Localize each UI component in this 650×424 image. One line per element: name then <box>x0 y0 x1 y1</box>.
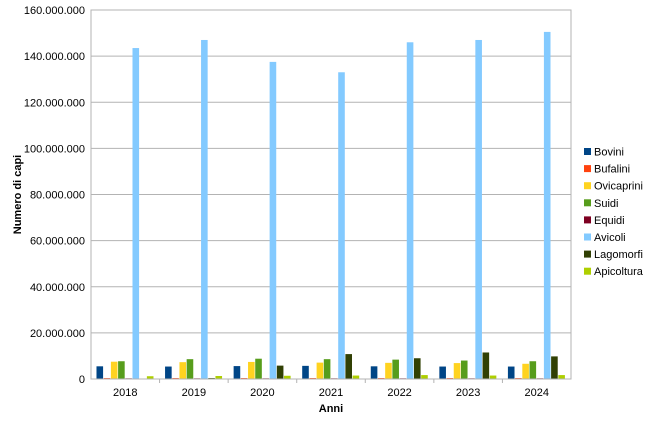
bar-lagomorfi-2024 <box>551 356 558 379</box>
bar-apicoltura-2022 <box>421 375 428 379</box>
legend-swatch-bovini <box>584 148 591 155</box>
bar-bovini-2020 <box>233 366 241 379</box>
bar-suidi-2024 <box>529 361 537 379</box>
bar-apicoltura-2021 <box>352 375 360 379</box>
bar-bovini-2018 <box>96 366 104 379</box>
bar-avicoli-2019 <box>201 39 208 379</box>
legend-label-suidi: Suidi <box>594 198 618 210</box>
bar-suidi-2020 <box>255 358 262 379</box>
bar-avicoli-2018 <box>132 48 140 379</box>
legend-label-bufalini: Bufalini <box>594 164 630 176</box>
bar-apicoltura-2019 <box>215 376 223 379</box>
y-tick-labels: 0 20.000.000 40.000.000 60.000.000 80.000.00… <box>24 5 85 386</box>
y-tick-label: 60.000.000 <box>30 236 85 248</box>
x-tick-label: 2022 <box>387 387 411 399</box>
legend-swatch-avicoli <box>584 233 591 241</box>
bar-suidi-2022 <box>392 359 399 379</box>
y-tick-label: 100.000.000 <box>24 143 85 155</box>
bar-suidi-2023 <box>460 360 468 379</box>
bar-suidi-2021 <box>323 359 331 379</box>
bar-bovini-2021 <box>302 365 309 379</box>
bar-lagomorfi-2022 <box>413 358 421 379</box>
y-tick-label: 40.000.000 <box>30 282 85 294</box>
bar-ovicaprini-2020 <box>248 361 255 379</box>
x-tick-labels: 2018 2019 2020 2021 2022 2023 2024 <box>113 379 549 399</box>
bar-apicoltura-2023 <box>489 375 497 379</box>
bar-bovini-2023 <box>439 366 446 379</box>
bar-avicoli-2024 <box>543 31 551 380</box>
x-tick-label: 2019 <box>182 387 206 399</box>
bars <box>96 31 565 380</box>
legend-swatch-lagomorfi <box>584 250 591 258</box>
legend: Bovini Bufalini Ovicaprini Suidi Equidi Avico… <box>584 147 644 278</box>
y-tick-label: 20.000.000 <box>30 328 85 340</box>
bar-lagomorfi-2021 <box>345 354 352 379</box>
bar-avicoli-2021 <box>338 72 345 380</box>
bar-bovini-2022 <box>370 366 378 379</box>
bar-avicoli-2023 <box>475 39 482 379</box>
bar-suidi-2018 <box>118 361 125 379</box>
legend-swatch-equidi <box>584 216 591 224</box>
bar-ovicaprini-2023 <box>453 363 461 379</box>
legend-swatch-bufalini <box>584 165 591 173</box>
bar-lagomorfi-2020 <box>276 365 284 379</box>
legend-label-equidi: Equidi <box>594 215 625 227</box>
x-tick-label: 2018 <box>113 387 137 399</box>
bar-ovicaprini-2024 <box>522 363 529 379</box>
legend-swatch-apicoltura <box>584 267 591 275</box>
x-tick-label: 2023 <box>456 387 480 399</box>
legend-swatch-suidi <box>584 199 591 207</box>
x-tick-label: 2021 <box>319 387 343 399</box>
legend-label-avicoli: Avicoli <box>594 232 626 244</box>
legend-swatch-ovicaprini <box>584 182 591 190</box>
legend-label-lagomorfi: Lagomorfi <box>594 249 643 261</box>
x-tick-label: 2020 <box>250 387 274 399</box>
y-tick-label: 120.000.000 <box>24 97 85 109</box>
bar-suidi-2019 <box>186 359 194 379</box>
bar-bovini-2019 <box>165 366 172 379</box>
bar-ovicaprini-2019 <box>179 362 187 379</box>
x-tick-label: 2024 <box>524 387 548 399</box>
bar-apicoltura-2018 <box>146 376 154 379</box>
bar-bovini-2024 <box>507 366 515 379</box>
bar-avicoli-2022 <box>406 42 414 379</box>
legend-label-apicoltura: Apicoltura <box>594 266 644 278</box>
y-tick-label: 140.000.000 <box>24 51 85 63</box>
y-axis-title: Numero di capi <box>12 155 24 234</box>
plot-frame <box>90 9 572 380</box>
bar-apicoltura-2024 <box>558 375 565 379</box>
y-tick-label: 0 <box>79 374 85 386</box>
y-tick-label: 80.000.000 <box>30 190 85 202</box>
legend-label-ovicaprini: Ovicaprini <box>594 181 643 193</box>
axes <box>90 9 572 380</box>
bar-lagomorfi-2023 <box>482 352 490 379</box>
gridlines <box>91 9 571 380</box>
y-tick-label: 160.000.000 <box>24 5 85 17</box>
legend-label-bovini: Bovini <box>594 147 624 159</box>
bar-ovicaprini-2018 <box>110 361 118 379</box>
x-axis-title: Anni <box>319 403 343 415</box>
bar-ovicaprini-2022 <box>385 362 392 379</box>
bar-avicoli-2020 <box>269 61 277 379</box>
bar-ovicaprini-2021 <box>316 362 324 379</box>
bar-apicoltura-2020 <box>284 375 291 379</box>
